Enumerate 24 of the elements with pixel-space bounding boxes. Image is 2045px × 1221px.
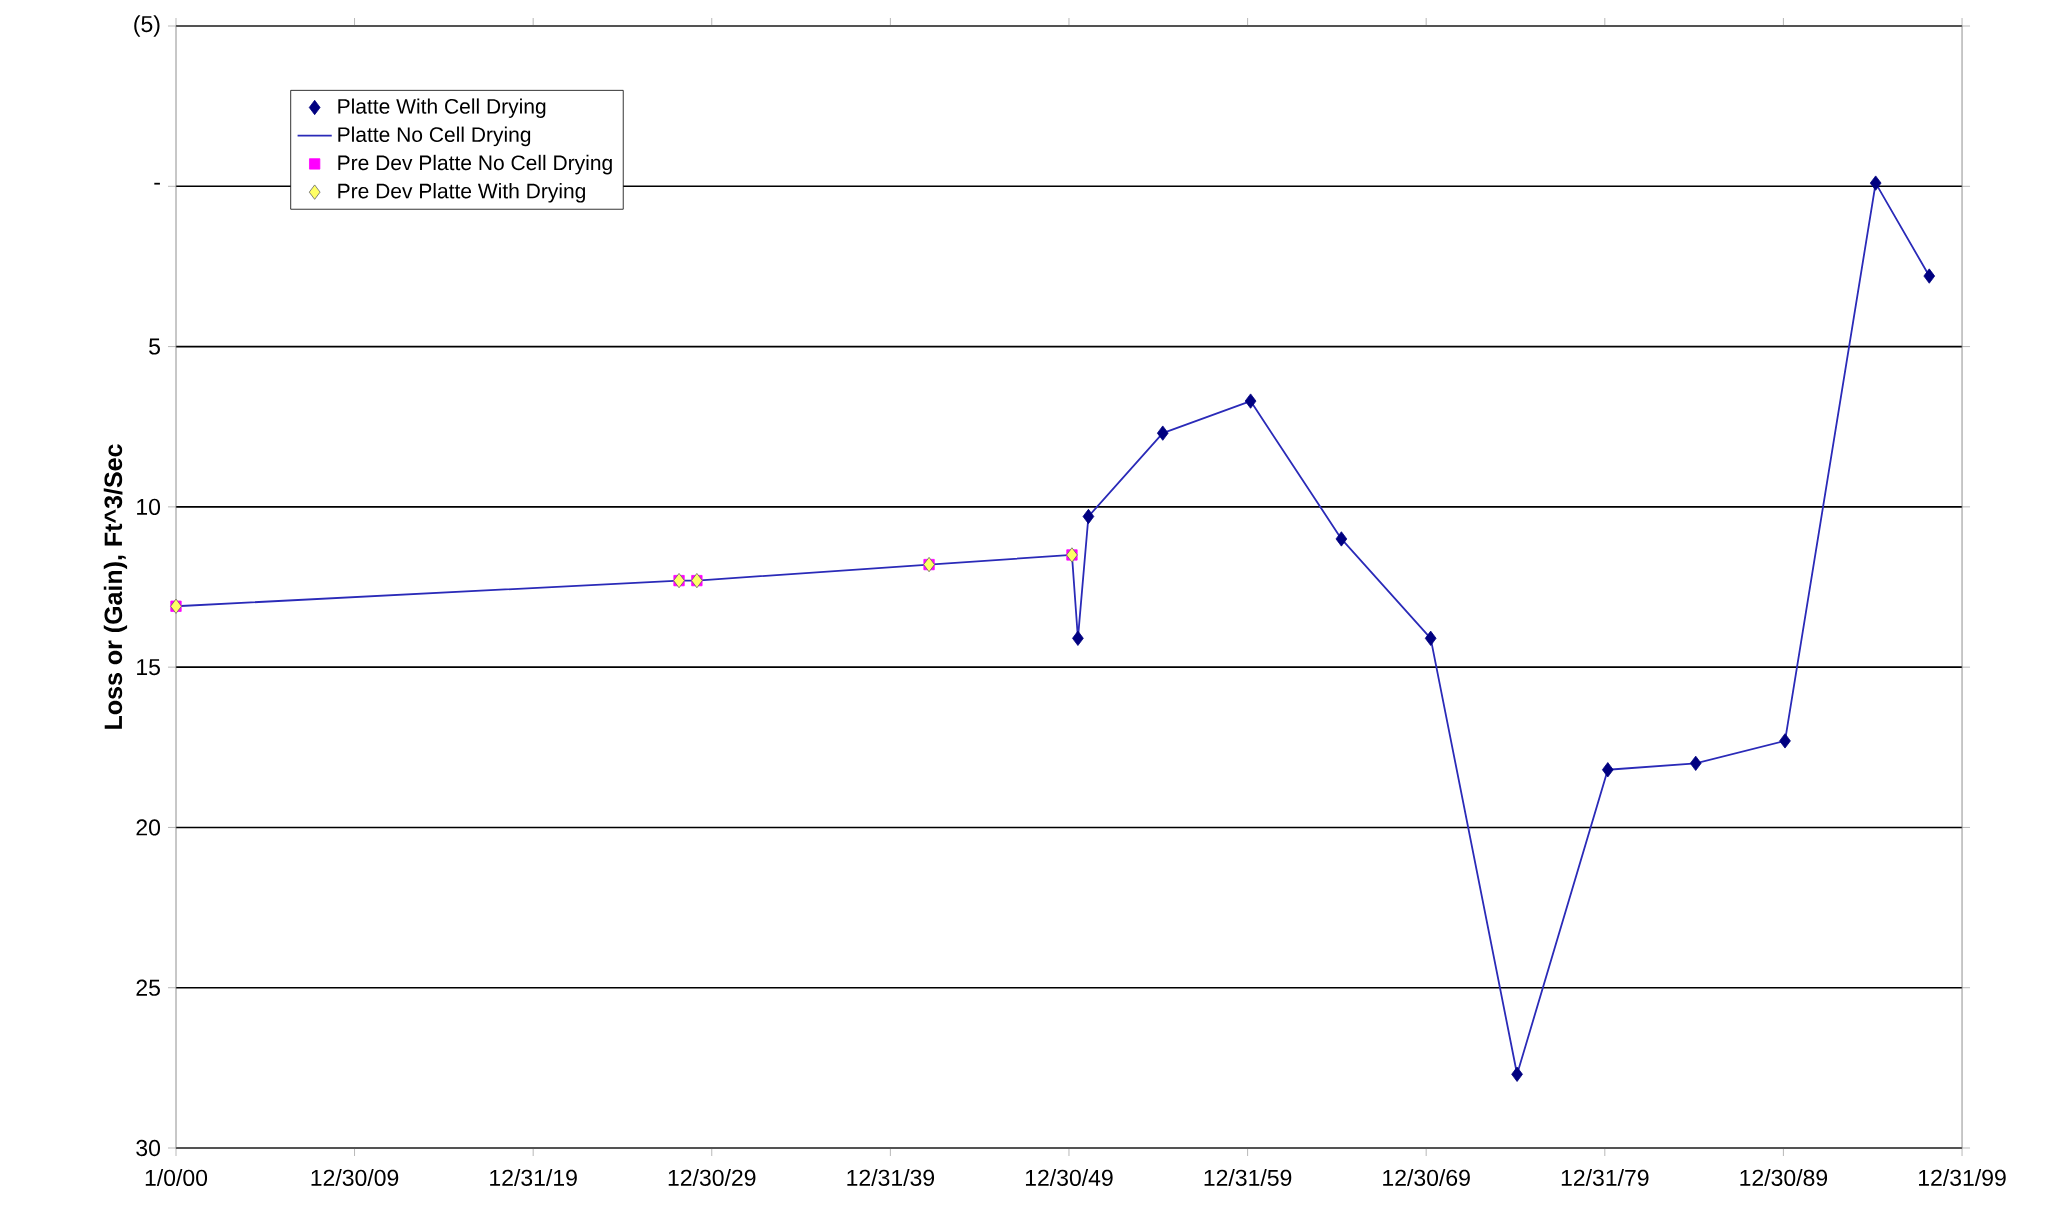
y-tick-label: 5 bbox=[149, 338, 160, 355]
y-axis-title: Loss or (Gain), Ft^3/Sec bbox=[103, 444, 128, 729]
y-tick-label: 30 bbox=[136, 1139, 161, 1157]
y-tick-label: - bbox=[154, 182, 160, 185]
y-tick-label: 25 bbox=[136, 979, 160, 996]
x-tick-label: 12/30/89 bbox=[1740, 1169, 1828, 1186]
x-tick-label: 12/31/99 bbox=[1919, 1169, 2006, 1186]
x-tick-label: 1/0/00 bbox=[145, 1169, 208, 1186]
x-tick-label: 12/30/49 bbox=[1025, 1169, 1113, 1186]
x-tick-label: 12/30/29 bbox=[668, 1169, 756, 1186]
legend-label: Platte With Cell Drying bbox=[338, 98, 546, 118]
x-tick-label: 12/30/69 bbox=[1383, 1169, 1470, 1186]
legend-label: Pre Dev Platte With Drying bbox=[338, 183, 585, 203]
legend-label: Platte No Cell Drying bbox=[338, 126, 531, 147]
y-tick-label: 15 bbox=[137, 659, 160, 676]
x-tick-label: 12/31/19 bbox=[490, 1169, 577, 1186]
x-tick-label: 12/31/59 bbox=[1204, 1169, 1292, 1186]
x-tick-label: 12/31/79 bbox=[1561, 1169, 1649, 1186]
y-tick-label: 20 bbox=[136, 819, 161, 836]
y-tick-label: 10 bbox=[137, 498, 161, 516]
y-tick-label: (5) bbox=[134, 15, 160, 37]
legend-label: Pre Dev Platte No Cell Drying bbox=[338, 154, 612, 175]
x-tick-label: 12/30/09 bbox=[311, 1169, 399, 1186]
x-tick-label: 12/31/39 bbox=[847, 1169, 935, 1186]
